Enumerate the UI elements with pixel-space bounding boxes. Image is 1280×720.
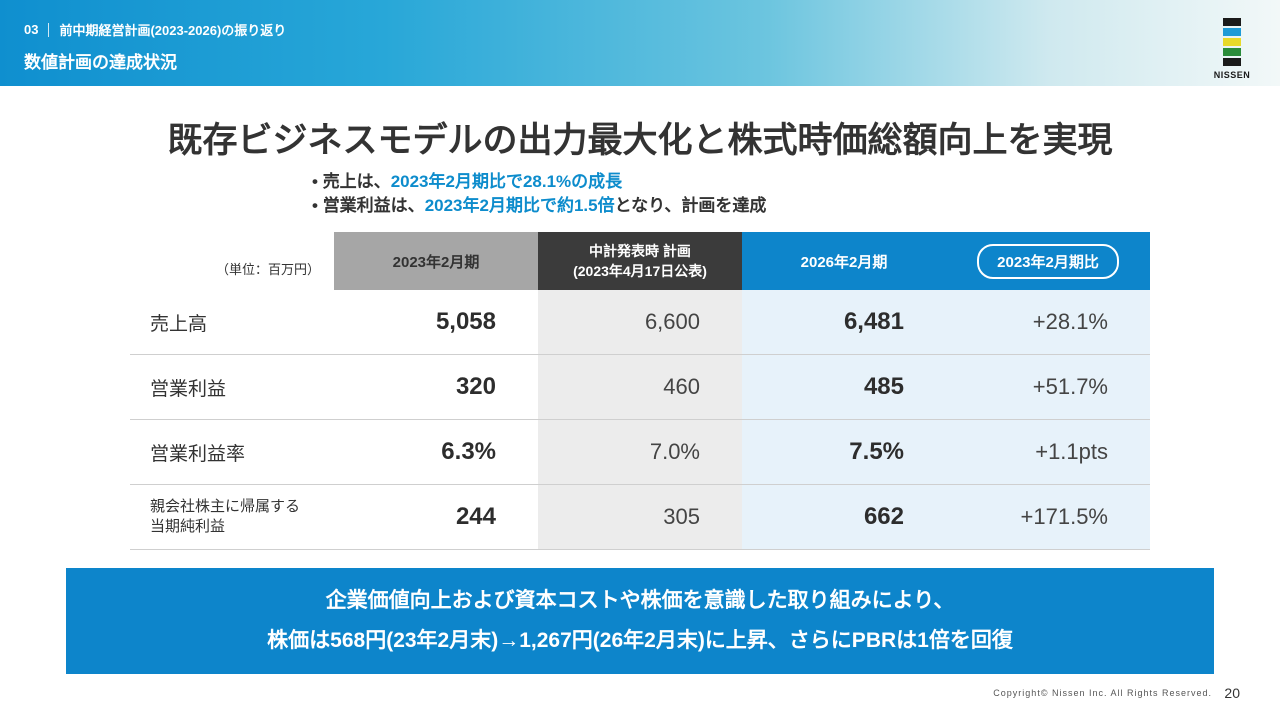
nissen-logo: NISSEN [1212,18,1252,82]
logo-text: NISSEN [1213,70,1251,80]
row-label: 営業利益率 [150,443,246,465]
value-change: +51.7% [946,355,1150,419]
value-2023: 5,058 [435,308,496,335]
value-plan: 305 [538,485,742,549]
bullet-list: • 売上は、2023年2月期比で28.1%の成長 • 営業利益は、2023年2月… [312,170,766,218]
divider [48,22,50,37]
section-title: 前中期経営計画(2023-2026)の振り返り [59,23,287,38]
value-2026: 485 [742,355,946,419]
header-2026: 2026年2月期 [742,232,946,290]
section-breadcrumb: 03 前中期経営計画(2023-2026)の振り返り [24,20,286,39]
page-title: 数値計画の達成状況 [24,53,177,72]
logo-mark [1223,18,1241,66]
banner-line: 企業価値向上および資本コストや株価を意識した取り組みにより、 [325,589,955,612]
table-header: （単位：百万円） 2023年2月期 中計発表時 計画 (2023年4月17日公表… [130,232,1150,290]
change-pill: 2023年2月期比 [977,243,1119,279]
value-2026: 7.5% [742,420,946,484]
main-heading: 既存ビジネスモデルの出力最大化と株式時価総額向上を実現 [167,121,1113,160]
value-change: +171.5% [946,485,1150,549]
value-2023: 320 [455,373,496,400]
row-label: 売上高 [150,313,208,335]
row-label: 親会社株主に帰属する 当期純利益 [150,498,301,535]
banner-line: 株価は568円(23年2月末)→1,267円(26年2月末)に上昇、さらにPBR… [267,629,1013,652]
page-number: 20 [1224,685,1240,701]
row-label: 営業利益 [150,378,227,400]
header-band: 03 前中期経営計画(2023-2026)の振り返り 数値計画の達成状況 [0,0,1280,86]
header-plan: 中計発表時 計画 (2023年4月17日公表) [538,232,742,290]
value-plan: 7.0% [538,420,742,484]
table-row: 営業利益率 6.3% 7.0% 7.5% +1.1pts [130,420,1150,485]
bullet-item: • 売上は、2023年2月期比で28.1%の成長 [312,172,623,191]
bullet-item: • 営業利益は、2023年2月期比で約1.5倍となり、計画を達成 [312,196,767,215]
table-row: 売上高 5,058 6,600 6,481 +28.1% [130,290,1150,355]
copyright: Copyright© Nissen Inc. All Rights Reserv… [993,688,1212,698]
value-change: +1.1pts [946,420,1150,484]
value-2023: 6.3% [441,438,496,465]
value-2026: 662 [742,485,946,549]
value-plan: 6,600 [538,290,742,354]
header-change: 2023年2月期比 [946,232,1150,290]
section-number: 03 [24,22,39,37]
header-2023: 2023年2月期 [334,232,538,290]
value-plan: 460 [538,355,742,419]
unit-label: （単位：百万円） [215,262,320,277]
value-2026: 6,481 [742,290,946,354]
table-row: 営業利益 320 460 485 +51.7% [130,355,1150,420]
table-row: 親会社株主に帰属する 当期純利益 244 305 662 +171.5% [130,485,1150,550]
value-2023: 244 [455,503,496,530]
value-change: +28.1% [946,290,1150,354]
summary-banner: 企業価値向上および資本コストや株価を意識した取り組みにより、 株価は568円(2… [66,568,1214,674]
